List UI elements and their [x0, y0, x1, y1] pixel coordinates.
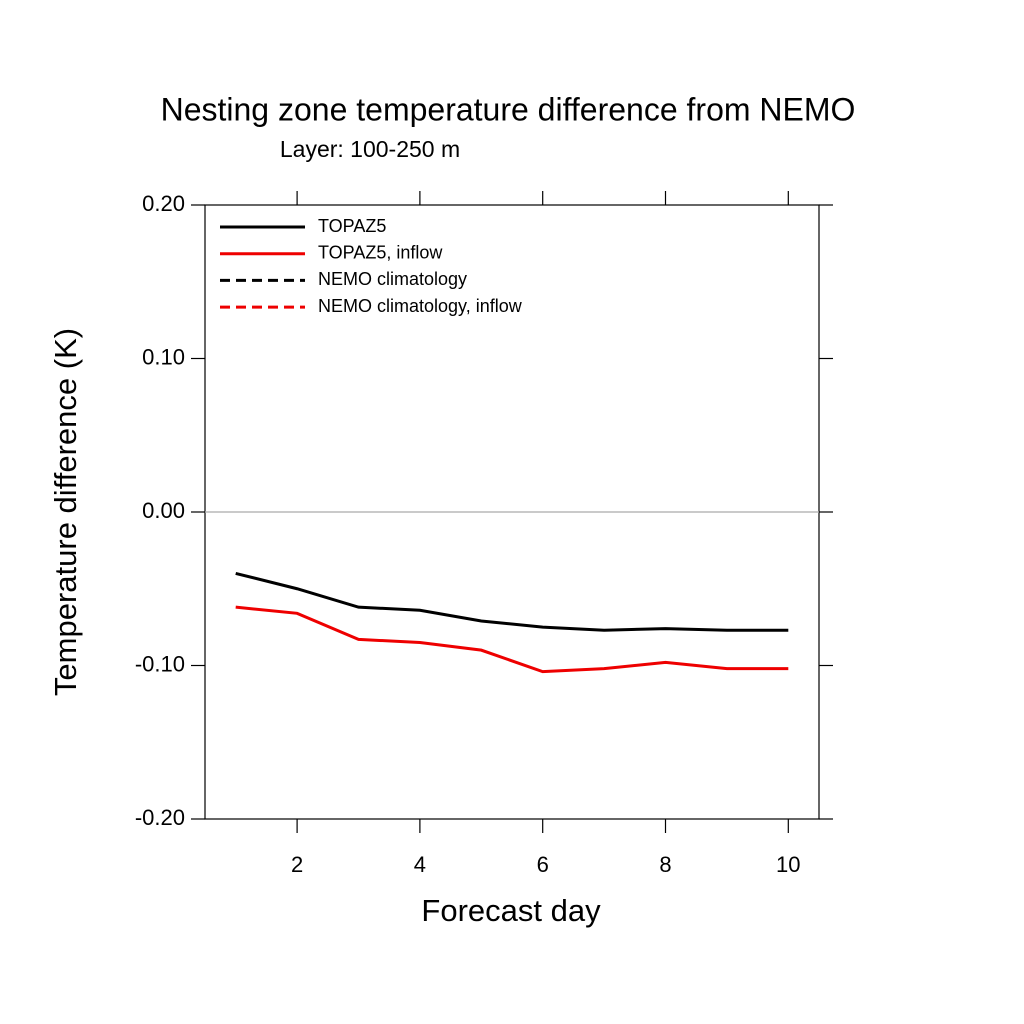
legend-label: NEMO climatology, inflow	[318, 296, 523, 316]
y-axis-label: Temperature difference (K)	[48, 328, 83, 696]
legend-label: NEMO climatology	[318, 269, 467, 289]
x-tick-label: 4	[414, 852, 426, 877]
legend-label: TOPAZ5, inflow	[318, 242, 443, 262]
x-tick-label: 8	[659, 852, 671, 877]
x-axis-label: Forecast day	[421, 893, 601, 928]
x-tick-label: 2	[291, 852, 303, 877]
legend-label: TOPAZ5	[318, 216, 386, 236]
y-tick-label: 0.20	[142, 191, 185, 216]
x-tick-label: 6	[537, 852, 549, 877]
y-tick-label: 0.00	[142, 498, 185, 523]
y-tick-label: -0.10	[135, 651, 185, 676]
series-line	[235, 605, 789, 674]
y-tick-label: 0.10	[142, 344, 185, 369]
chart-subtitle: Layer: 100-250 m	[280, 136, 460, 162]
x-tick-label: 10	[776, 852, 800, 877]
y-tick-label: -0.20	[135, 805, 185, 830]
chart-title: Nesting zone temperature difference from…	[161, 91, 856, 127]
series-line	[235, 571, 789, 632]
